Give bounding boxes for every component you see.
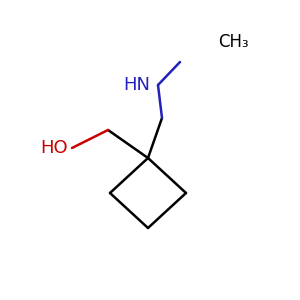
Text: HO: HO (40, 139, 68, 157)
Text: HN: HN (123, 76, 150, 94)
Text: CH₃: CH₃ (218, 33, 249, 51)
